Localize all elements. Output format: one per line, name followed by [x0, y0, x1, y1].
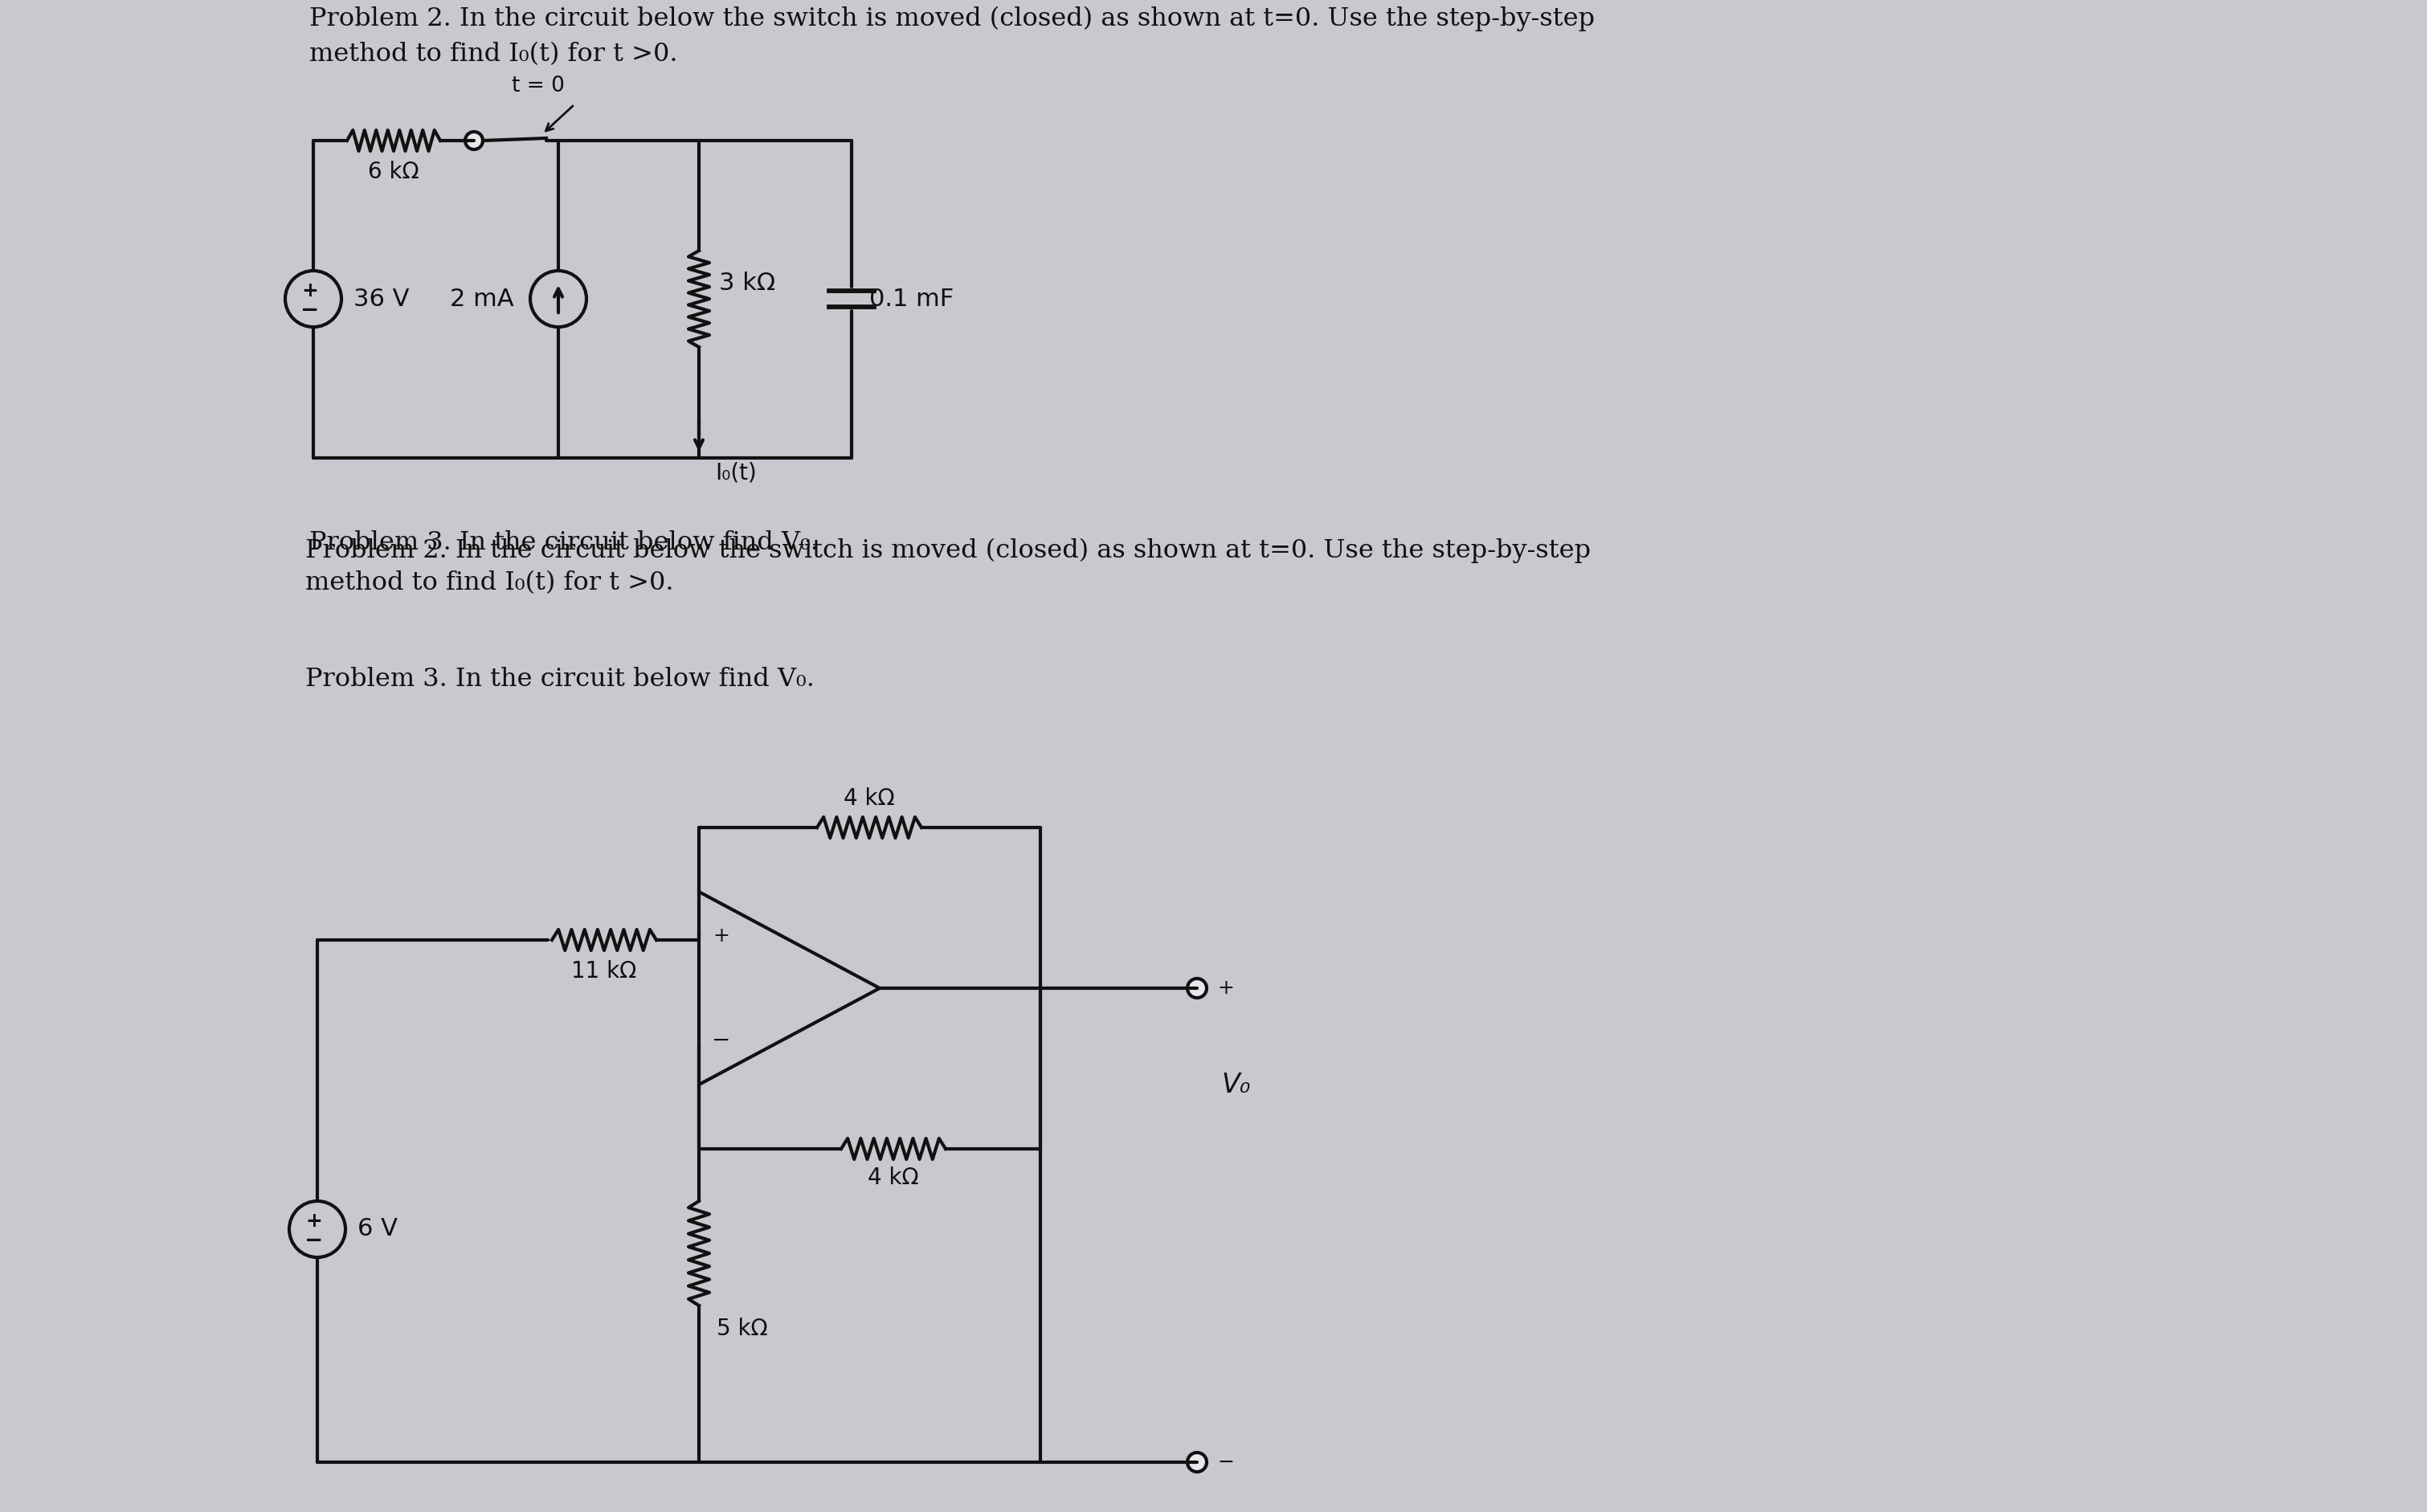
Text: Problem 3. In the circuit below find V₀.: Problem 3. In the circuit below find V₀.: [306, 667, 815, 691]
Text: +: +: [301, 281, 318, 301]
Text: 36 V: 36 V: [354, 287, 410, 310]
Text: 6 kΩ: 6 kΩ: [369, 160, 420, 183]
Circle shape: [1187, 978, 1206, 998]
Text: 6 V: 6 V: [357, 1217, 398, 1241]
Text: −: −: [306, 1229, 323, 1252]
Text: V₀: V₀: [1221, 1072, 1250, 1098]
Text: Problem 2. In the circuit below the switch is moved (closed) as shown at t=0. Us: Problem 2. In the circuit below the swit…: [306, 538, 1590, 564]
Text: 11 kΩ: 11 kΩ: [570, 960, 636, 983]
Text: −: −: [1211, 1453, 1235, 1471]
Text: 3 kΩ: 3 kΩ: [718, 271, 774, 295]
Text: +: +: [714, 927, 731, 945]
Text: 4 kΩ: 4 kΩ: [869, 1167, 920, 1188]
Text: 4 kΩ: 4 kΩ: [845, 788, 896, 810]
Text: method to find I₀(t) for t >0.: method to find I₀(t) for t >0.: [306, 570, 675, 596]
Circle shape: [1187, 1453, 1206, 1471]
Text: I₀(t): I₀(t): [716, 463, 757, 484]
Text: −: −: [301, 299, 320, 322]
Text: 5 kΩ: 5 kΩ: [716, 1317, 767, 1340]
Text: Problem 3. In the circuit below find V₀.: Problem 3. In the circuit below find V₀.: [308, 531, 818, 555]
Text: method to find I₀(t) for t >0.: method to find I₀(t) for t >0.: [308, 42, 677, 67]
Circle shape: [466, 132, 483, 150]
Text: 0.1 mF: 0.1 mF: [869, 287, 954, 310]
Text: t = 0: t = 0: [512, 76, 565, 97]
Text: 2 mA: 2 mA: [449, 287, 515, 310]
Text: +: +: [1211, 978, 1235, 998]
Text: +: +: [306, 1211, 323, 1231]
Text: Problem 2. In the circuit below the switch is moved (closed) as shown at t=0. Us: Problem 2. In the circuit below the swit…: [308, 6, 1595, 32]
Text: −: −: [711, 1030, 731, 1052]
